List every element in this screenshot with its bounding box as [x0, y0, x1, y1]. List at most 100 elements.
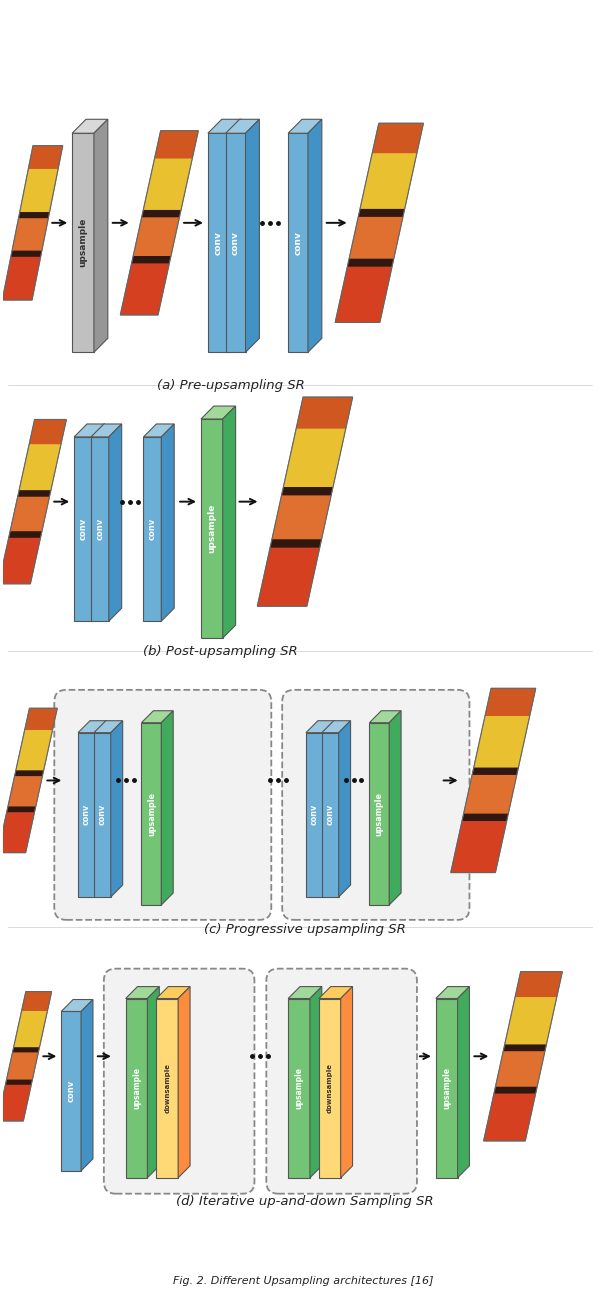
- Polygon shape: [228, 119, 242, 353]
- Polygon shape: [0, 534, 41, 584]
- Polygon shape: [515, 972, 562, 996]
- Polygon shape: [78, 733, 95, 897]
- Text: conv: conv: [213, 231, 222, 255]
- Polygon shape: [15, 730, 53, 773]
- Polygon shape: [310, 986, 322, 1178]
- Text: conv: conv: [310, 804, 319, 825]
- Polygon shape: [347, 259, 394, 266]
- Text: upsample: upsample: [79, 218, 87, 268]
- Polygon shape: [504, 996, 557, 1047]
- Text: (a) Pre-upsampling SR: (a) Pre-upsampling SR: [157, 379, 305, 392]
- Polygon shape: [121, 260, 170, 315]
- Polygon shape: [372, 123, 424, 153]
- Polygon shape: [258, 397, 353, 606]
- Polygon shape: [0, 1083, 32, 1121]
- Polygon shape: [125, 999, 147, 1178]
- Polygon shape: [270, 539, 322, 547]
- Polygon shape: [370, 710, 401, 722]
- Polygon shape: [13, 1011, 47, 1050]
- Polygon shape: [323, 721, 335, 897]
- Polygon shape: [472, 768, 518, 774]
- Polygon shape: [142, 210, 181, 217]
- Polygon shape: [451, 688, 536, 872]
- Polygon shape: [141, 710, 173, 722]
- Polygon shape: [6, 1050, 39, 1083]
- Text: upsample: upsample: [375, 791, 384, 836]
- Text: conv: conv: [95, 518, 104, 541]
- Text: upsample: upsample: [132, 1067, 141, 1109]
- Polygon shape: [11, 251, 42, 257]
- Polygon shape: [389, 710, 401, 905]
- Polygon shape: [13, 1047, 39, 1053]
- Polygon shape: [484, 972, 562, 1141]
- Polygon shape: [473, 716, 530, 772]
- FancyBboxPatch shape: [282, 690, 470, 919]
- Polygon shape: [15, 771, 44, 776]
- Polygon shape: [72, 119, 108, 133]
- Polygon shape: [436, 999, 458, 1178]
- Polygon shape: [463, 772, 518, 818]
- Polygon shape: [7, 806, 36, 812]
- Polygon shape: [8, 532, 42, 538]
- Text: upsample: upsample: [295, 1067, 304, 1109]
- Polygon shape: [451, 818, 507, 872]
- Text: conv: conv: [79, 518, 87, 541]
- Polygon shape: [339, 721, 350, 897]
- Polygon shape: [225, 119, 259, 133]
- Polygon shape: [306, 733, 323, 897]
- Polygon shape: [19, 212, 50, 218]
- Polygon shape: [156, 999, 178, 1178]
- Polygon shape: [288, 133, 308, 353]
- Polygon shape: [61, 1011, 81, 1170]
- Polygon shape: [5, 1080, 32, 1085]
- Text: conv: conv: [98, 804, 107, 825]
- Text: conv: conv: [82, 804, 91, 825]
- Polygon shape: [18, 490, 51, 496]
- Polygon shape: [95, 721, 107, 897]
- Polygon shape: [155, 131, 198, 158]
- Polygon shape: [161, 424, 174, 622]
- Polygon shape: [28, 146, 63, 168]
- Polygon shape: [94, 119, 108, 353]
- Polygon shape: [94, 721, 122, 733]
- Polygon shape: [74, 424, 105, 438]
- Polygon shape: [288, 119, 322, 133]
- Polygon shape: [74, 438, 92, 622]
- Polygon shape: [125, 986, 159, 999]
- Polygon shape: [319, 999, 341, 1178]
- Polygon shape: [144, 424, 174, 438]
- Polygon shape: [22, 991, 52, 1011]
- Polygon shape: [0, 991, 52, 1121]
- Polygon shape: [282, 428, 346, 491]
- Text: downsample: downsample: [327, 1063, 333, 1113]
- Polygon shape: [462, 814, 508, 821]
- Polygon shape: [348, 213, 404, 263]
- Polygon shape: [503, 1045, 547, 1051]
- Polygon shape: [61, 999, 93, 1011]
- Text: upsample: upsample: [147, 791, 156, 836]
- Polygon shape: [10, 494, 50, 534]
- Polygon shape: [322, 733, 339, 897]
- Text: conv: conv: [148, 518, 157, 541]
- Polygon shape: [288, 999, 310, 1178]
- Polygon shape: [133, 214, 180, 260]
- Polygon shape: [29, 419, 66, 444]
- Polygon shape: [111, 721, 122, 897]
- Polygon shape: [132, 256, 171, 264]
- Text: conv: conv: [231, 231, 240, 255]
- Polygon shape: [223, 406, 236, 639]
- Polygon shape: [2, 253, 41, 300]
- Polygon shape: [25, 708, 57, 730]
- Polygon shape: [296, 397, 353, 428]
- Polygon shape: [201, 406, 236, 419]
- Polygon shape: [359, 153, 417, 213]
- Polygon shape: [258, 543, 321, 606]
- Polygon shape: [208, 119, 242, 133]
- Polygon shape: [2, 146, 63, 300]
- Polygon shape: [358, 209, 405, 217]
- Polygon shape: [109, 424, 122, 622]
- Text: conv: conv: [326, 804, 335, 825]
- FancyBboxPatch shape: [55, 690, 271, 919]
- Polygon shape: [18, 444, 61, 494]
- Polygon shape: [335, 263, 393, 323]
